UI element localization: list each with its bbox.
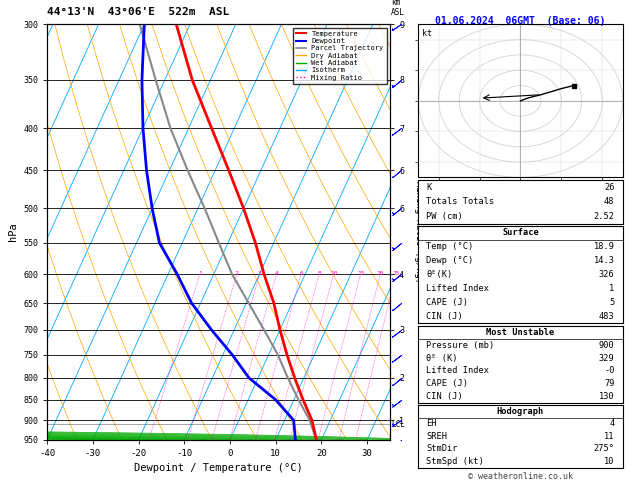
Text: 01.06.2024  06GMT  (Base: 06): 01.06.2024 06GMT (Base: 06) — [435, 16, 606, 26]
Text: 1: 1 — [198, 271, 202, 276]
Text: 48: 48 — [604, 197, 615, 206]
Text: Most Unstable: Most Unstable — [486, 328, 555, 337]
Text: CAPE (J): CAPE (J) — [426, 380, 469, 388]
Text: Lifted Index: Lifted Index — [426, 284, 489, 293]
Text: 1: 1 — [610, 284, 615, 293]
Text: 10: 10 — [330, 271, 337, 276]
Text: 18.9: 18.9 — [594, 243, 615, 251]
Text: StmSpd (kt): StmSpd (kt) — [426, 457, 484, 466]
Text: 20: 20 — [377, 271, 384, 276]
Text: 26: 26 — [604, 183, 615, 191]
Text: 900: 900 — [599, 341, 615, 349]
Text: 483: 483 — [599, 312, 615, 321]
Text: km
ASL: km ASL — [391, 0, 405, 17]
Text: K: K — [426, 183, 431, 191]
Text: 14.3: 14.3 — [594, 256, 615, 265]
Text: StmDir: StmDir — [426, 444, 458, 453]
Text: LCL: LCL — [391, 420, 405, 429]
Y-axis label: Mixing Ratio (g/kg): Mixing Ratio (g/kg) — [415, 181, 423, 283]
Text: PW (cm): PW (cm) — [426, 212, 463, 221]
X-axis label: Dewpoint / Temperature (°C): Dewpoint / Temperature (°C) — [134, 464, 303, 473]
Text: 4: 4 — [610, 419, 615, 429]
Text: CIN (J): CIN (J) — [426, 312, 463, 321]
Text: 326: 326 — [599, 270, 615, 279]
Text: θᴱ(K): θᴱ(K) — [426, 270, 453, 279]
Legend: Temperature, Dewpoint, Parcel Trajectory, Dry Adiabat, Wet Adiabat, Isotherm, Mi: Temperature, Dewpoint, Parcel Trajectory… — [292, 28, 386, 84]
Text: Temp (°C): Temp (°C) — [426, 243, 474, 251]
Text: Pressure (mb): Pressure (mb) — [426, 341, 495, 349]
Text: θᴱ (K): θᴱ (K) — [426, 353, 458, 363]
Text: 10: 10 — [604, 457, 615, 466]
Text: 8: 8 — [318, 271, 321, 276]
Text: 2: 2 — [235, 271, 238, 276]
Text: 329: 329 — [599, 353, 615, 363]
Text: 6: 6 — [299, 271, 303, 276]
Text: 2.52: 2.52 — [594, 212, 615, 221]
Text: kt: kt — [423, 29, 432, 38]
Text: CAPE (J): CAPE (J) — [426, 298, 469, 307]
Text: 11: 11 — [604, 432, 615, 441]
Text: © weatheronline.co.uk: © weatheronline.co.uk — [468, 472, 573, 481]
Text: 44°13'N  43°06'E  522m  ASL: 44°13'N 43°06'E 522m ASL — [47, 7, 230, 17]
Text: CIN (J): CIN (J) — [426, 392, 463, 401]
Text: 4: 4 — [275, 271, 279, 276]
Text: Hodograph: Hodograph — [497, 407, 544, 416]
Text: 3: 3 — [258, 271, 262, 276]
Text: SREH: SREH — [426, 432, 447, 441]
Text: Lifted Index: Lifted Index — [426, 366, 489, 376]
Text: 130: 130 — [599, 392, 615, 401]
Text: 79: 79 — [604, 380, 615, 388]
Text: 5: 5 — [610, 298, 615, 307]
Text: 15: 15 — [357, 271, 364, 276]
Text: Dewp (°C): Dewp (°C) — [426, 256, 474, 265]
Text: 275°: 275° — [594, 444, 615, 453]
Text: EH: EH — [426, 419, 437, 429]
Text: -0: -0 — [604, 366, 615, 376]
Text: Surface: Surface — [502, 228, 539, 238]
Y-axis label: hPa: hPa — [8, 223, 18, 242]
Text: Totals Totals: Totals Totals — [426, 197, 495, 206]
Text: 25: 25 — [392, 271, 400, 276]
